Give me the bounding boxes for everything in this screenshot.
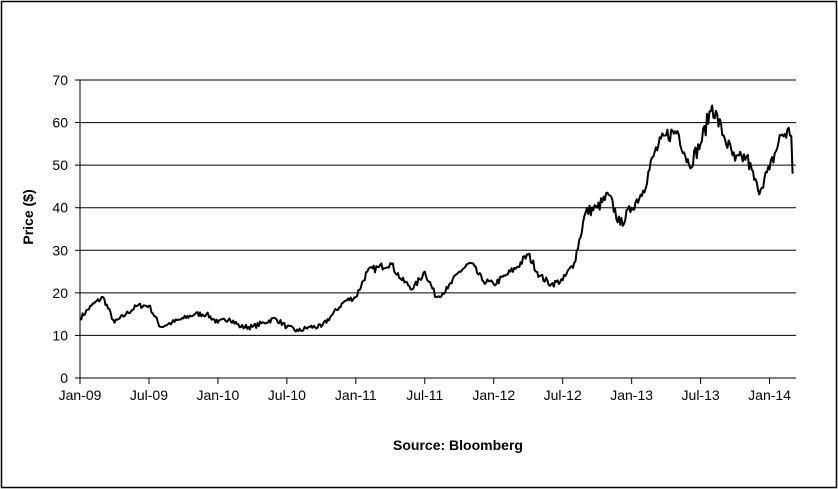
axes: [75, 79, 796, 384]
y-tick-label: 40: [52, 200, 68, 216]
x-tick-label: Jul-11: [406, 387, 443, 403]
y-tick-labels: 0 10 20 30 40 50 60 70: [52, 72, 68, 386]
y-tick-label: 20: [52, 285, 68, 301]
x-tick-label: Jan-09: [59, 387, 102, 403]
y-tick-label: 0: [60, 370, 68, 386]
x-tick-labels: Jan-09 Jul-09 Jan-10 Jul-10 Jan-11 Jul-11 Jan-…: [59, 387, 792, 403]
y-tick-label: 10: [52, 327, 68, 343]
x-tick-label: Jul-09: [130, 387, 168, 403]
y-tick-label: 70: [52, 72, 68, 88]
x-tick-label: Jul-13: [682, 387, 720, 403]
price-series-line: [79, 104, 794, 333]
y-tick-label: 30: [52, 242, 68, 258]
y-tick-label: 50: [52, 157, 68, 173]
x-tick-label: Jul-12: [544, 387, 582, 403]
x-tick-label: Jan-10: [197, 387, 240, 403]
source-note: Source: Bloomberg: [393, 437, 523, 453]
y-axis-title: Price ($): [20, 189, 36, 244]
x-tick-label: Jan-13: [610, 387, 653, 403]
x-tick-label: Jan-14: [748, 387, 791, 403]
y-tick-label: 60: [52, 115, 68, 131]
x-tick-label: Jul-10: [268, 387, 306, 403]
x-tick-label: Jan-12: [472, 387, 515, 403]
x-tick-label: Jan-11: [335, 387, 377, 403]
gridlines: [80, 79, 796, 336]
